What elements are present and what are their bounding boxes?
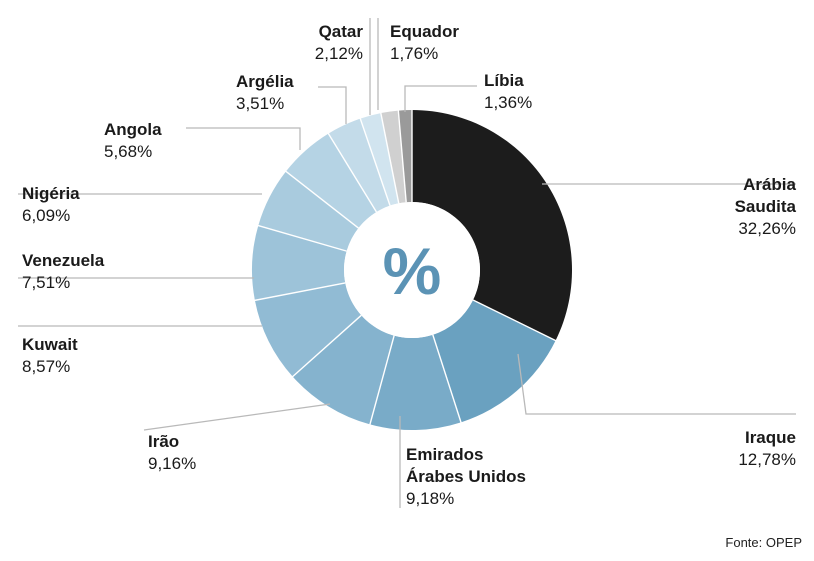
slice-dividers [253, 109, 557, 426]
label-equador: Equador 1,76% [390, 22, 459, 63]
label-argelia: Argélia 3,51% [236, 72, 294, 113]
slice-divider [397, 109, 407, 203]
slice-argelia [328, 118, 391, 213]
label-name: Kuwait [22, 335, 78, 354]
label-kuwait: Kuwait 8,57% [22, 335, 78, 376]
label-name: Árabes Unidos [406, 467, 526, 486]
label-name: Argélia [236, 72, 294, 91]
slice-divider [432, 334, 462, 424]
label-value: 5,68% [104, 142, 152, 161]
slice-labels: Arábia Saudita 32,26% Iraque 12,78% Emirados Á… [22, 22, 797, 508]
label-value: 9,18% [406, 489, 454, 508]
label-value: 9,16% [148, 454, 196, 473]
label-value: 8,57% [22, 357, 70, 376]
slice-venezuela [252, 225, 347, 301]
label-qatar: Qatar 2,12% [315, 22, 364, 63]
leader-line-angola [186, 127, 301, 150]
slice-kuwait [254, 282, 362, 377]
label-name: Saudita [735, 197, 797, 216]
label-irao: Irão 9,16% [148, 432, 196, 473]
slice-divider [257, 224, 347, 252]
slice-divider [379, 111, 400, 204]
label-name: Emirados [406, 445, 483, 464]
label-angola: Angola 5,68% [104, 120, 162, 161]
label-venezuela: Venezuela 7,51% [22, 251, 105, 292]
label-name: Iraque [745, 428, 796, 447]
leader-line-iraque [517, 353, 796, 415]
label-value: 1,36% [484, 93, 532, 112]
slice-divider [284, 170, 359, 229]
slice-divider [327, 132, 378, 213]
source-note: Fonte: OPEP [725, 535, 802, 550]
label-name: Qatar [319, 22, 364, 41]
slice-angola [285, 133, 377, 229]
donut-hole [344, 202, 480, 338]
slice-nigeria [258, 171, 359, 252]
donut-slices [252, 110, 572, 431]
slice-divider [369, 335, 395, 426]
slice-qatar [360, 113, 399, 206]
label-name: Nigéria [22, 184, 80, 203]
label-value: 2,12% [315, 44, 363, 63]
center-percent-symbol: % [383, 234, 442, 308]
slice-divider [291, 314, 362, 378]
label-name: Equador [390, 22, 459, 41]
label-name: Angola [104, 120, 162, 139]
label-value: 6,09% [22, 206, 70, 225]
label-name: Arábia [743, 175, 796, 194]
slice-emirados-arabes-unidos [369, 334, 461, 431]
slice-divider [359, 117, 391, 206]
leader-line-argelia [318, 86, 347, 124]
slice-libia [398, 110, 412, 203]
leader-line-irao [143, 403, 331, 431]
leader-line-libia [404, 85, 477, 112]
label-name: Irão [148, 432, 179, 451]
slice-irao [292, 315, 395, 425]
slice-arabia-saudita [412, 110, 572, 341]
label-arabia-saudita: Arábia Saudita 32,26% [735, 175, 797, 238]
label-value: 1,76% [390, 44, 438, 63]
label-nigeria: Nigéria 6,09% [22, 184, 80, 225]
slice-divider [253, 282, 346, 302]
label-iraque: Iraque 12,78% [738, 428, 796, 469]
label-value: 32,26% [738, 219, 796, 238]
label-name: Venezuela [22, 251, 105, 270]
label-value: 3,51% [236, 94, 284, 113]
slice-iraque [432, 299, 556, 423]
label-value: 12,78% [738, 450, 796, 469]
label-emirados-arabes-unidos: Emirados Árabes Unidos 9,18% [406, 445, 526, 508]
label-libia: Líbia 1,36% [484, 71, 532, 112]
label-name: Líbia [484, 71, 524, 90]
leader-lines [18, 18, 796, 508]
slice-divider [472, 299, 557, 342]
label-value: 7,51% [22, 273, 70, 292]
